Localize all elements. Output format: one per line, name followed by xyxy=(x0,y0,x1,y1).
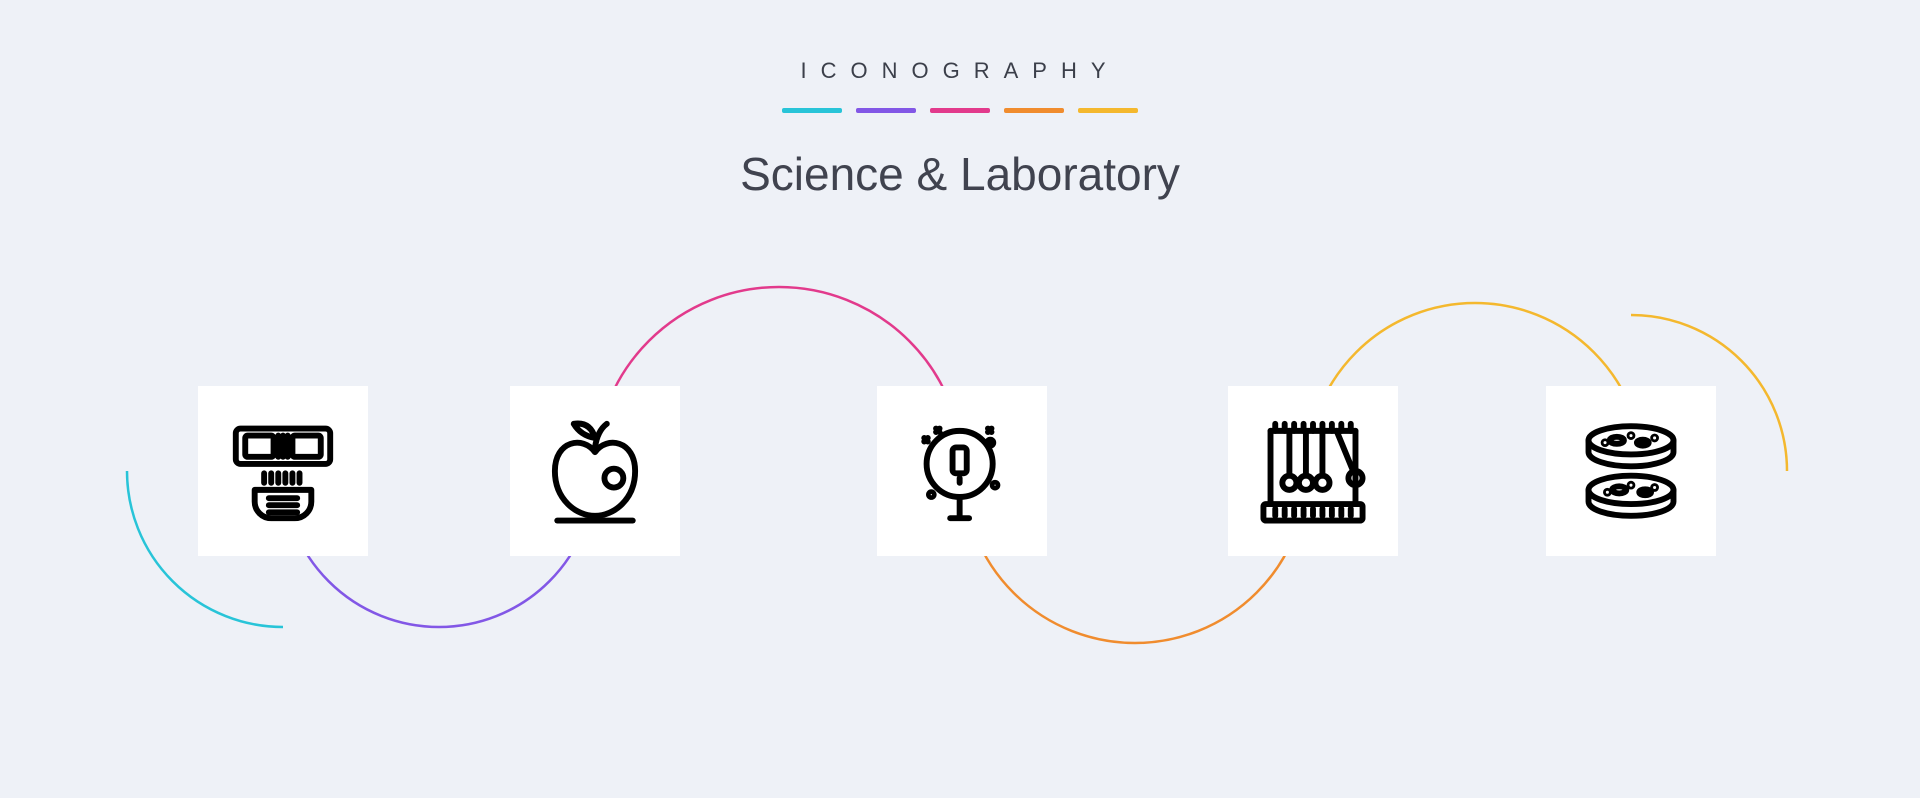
apple-icon xyxy=(510,386,680,556)
accent-bar xyxy=(930,108,990,113)
magnifier-specimen-icon xyxy=(877,386,1047,556)
petri-dishes-icon xyxy=(1546,386,1716,556)
brand-label: ICONOGRAPHY xyxy=(0,58,1920,84)
accent-bar xyxy=(1004,108,1064,113)
page-title: Science & Laboratory xyxy=(0,147,1920,201)
accent-bar xyxy=(782,108,842,113)
accent-bar xyxy=(856,108,916,113)
accent-row xyxy=(0,108,1920,113)
header: ICONOGRAPHY Science & Laboratory xyxy=(0,0,1920,201)
newtons-cradle-icon xyxy=(1228,386,1398,556)
accent-bar xyxy=(1078,108,1138,113)
safety-goggles-mask-icon xyxy=(198,386,368,556)
